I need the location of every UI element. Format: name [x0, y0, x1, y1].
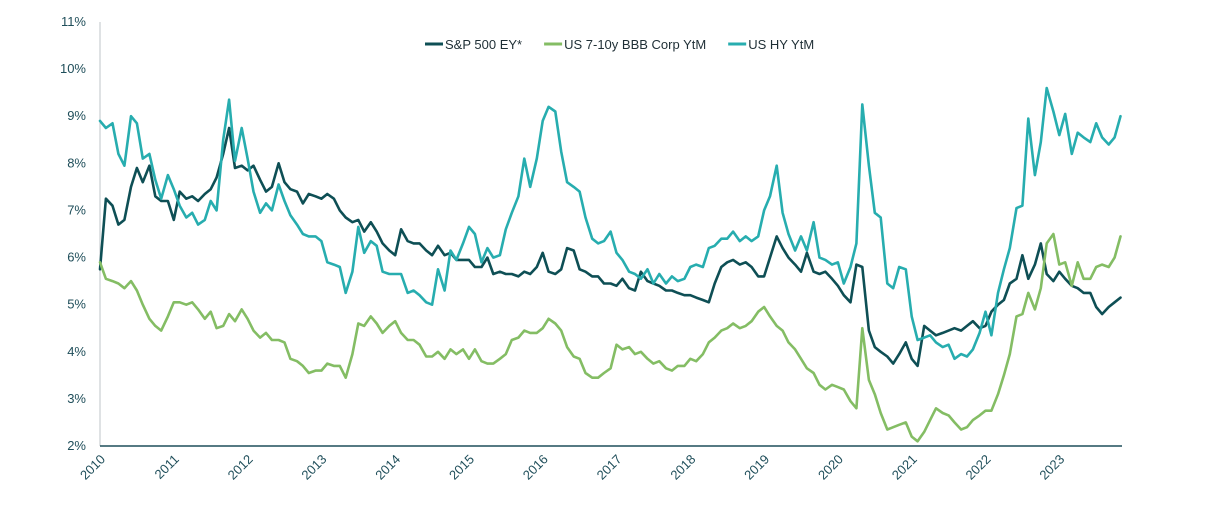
x-tick-label: 2012 [225, 452, 256, 483]
y-axis-ticks: 2% 3% 4% 5% 6% 7% 8% 9% 10% 11% [60, 14, 86, 453]
x-tick-label: 2014 [372, 452, 403, 483]
legend-label-2: US HY YtM [748, 37, 814, 52]
legend-label-0: S&P 500 EY* [445, 37, 522, 52]
x-tick-label: 2017 [594, 452, 625, 483]
y-tick-label: 9% [67, 108, 86, 123]
x-tick-label: 2010 [77, 452, 108, 483]
y-tick-label: 11% [61, 14, 86, 29]
y-tick-label: 3% [67, 391, 86, 406]
x-axis-ticks: 2010 2011 2012 2013 2014 2015 2016 2017 2018 2019… [77, 452, 1067, 483]
y-tick-label: 2% [67, 438, 86, 453]
x-tick-label: 2016 [520, 452, 551, 483]
x-tick-label: 2019 [741, 452, 772, 483]
y-tick-label: 6% [67, 250, 86, 265]
x-tick-label: 2020 [815, 452, 846, 483]
x-tick-label: 2015 [446, 452, 477, 483]
y-tick-label: 8% [67, 155, 86, 170]
y-tick-label: 10% [60, 61, 86, 76]
x-tick-label: 2022 [963, 452, 994, 483]
legend-label-1: US 7-10y BBB Corp YtM [564, 37, 706, 52]
series-lines [98, 86, 1122, 443]
x-tick-label: 2021 [889, 452, 920, 483]
y-tick-label: 4% [67, 344, 86, 359]
y-tick-label: 5% [67, 297, 86, 312]
x-tick-label: 2023 [1036, 452, 1067, 483]
x-tick-label: 2018 [667, 452, 698, 483]
legend: S&P 500 EY* US 7-10y BBB Corp YtM US HY Yt… [425, 37, 814, 52]
x-tick-label: 2013 [298, 452, 329, 483]
series-line-1 [98, 232, 1122, 443]
series-line-0 [98, 126, 1122, 368]
x-tick-label: 2011 [152, 452, 182, 482]
series-line-2 [98, 86, 1122, 361]
y-tick-label: 7% [67, 202, 86, 217]
